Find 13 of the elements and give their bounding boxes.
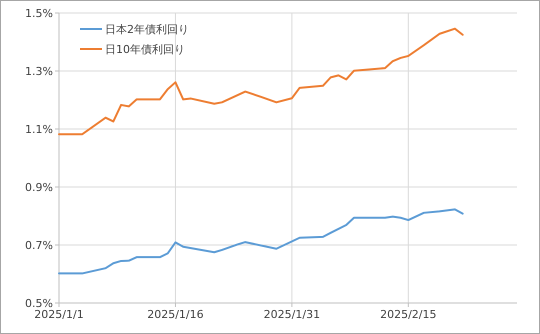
x-tick-label: 2025/1/1 — [34, 308, 84, 321]
legend-label: 日本2年債利回り — [105, 22, 189, 36]
y-tick-label: 1.3% — [25, 64, 53, 78]
y-tick-label: 0.9% — [25, 180, 53, 194]
legend-label: 日10年債利回り — [105, 42, 185, 56]
y-tick-label: 1.5% — [25, 6, 53, 20]
y-tick-label: 0.5% — [25, 296, 53, 310]
x-tick-label: 2025/1/16 — [147, 308, 204, 321]
y-tick-label: 1.1% — [25, 122, 53, 136]
y-tick-label: 0.7% — [25, 238, 53, 252]
x-tick-label: 2025/1/31 — [264, 308, 320, 321]
line-series — [58, 208, 464, 274]
x-tick-label: 2025/2/15 — [380, 308, 437, 321]
